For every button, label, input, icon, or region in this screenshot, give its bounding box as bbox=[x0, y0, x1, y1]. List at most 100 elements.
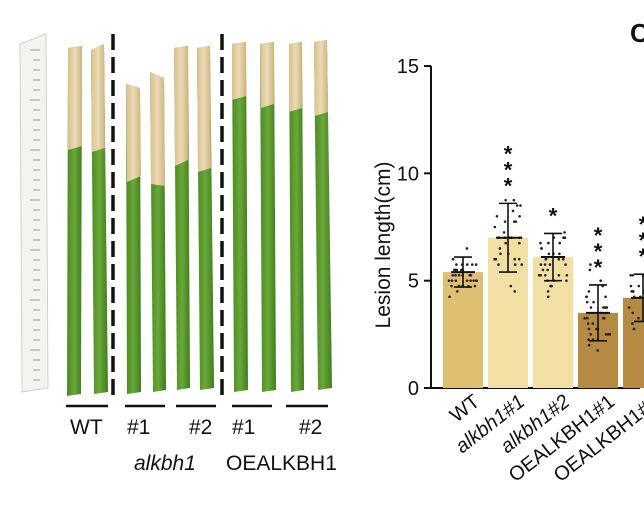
data-dot bbox=[502, 231, 506, 234]
label-wt: WT bbox=[70, 416, 103, 439]
data-dot bbox=[451, 274, 454, 277]
significance-star: * bbox=[639, 212, 644, 237]
data-dot bbox=[596, 349, 599, 352]
data-dot bbox=[557, 274, 561, 277]
data-dot bbox=[499, 252, 502, 256]
significance-star: * bbox=[594, 223, 603, 248]
data-dot bbox=[497, 263, 500, 266]
data-dot bbox=[495, 214, 499, 218]
data-dot bbox=[543, 263, 547, 266]
panel-letter: C bbox=[630, 18, 644, 48]
data-dot bbox=[565, 274, 569, 277]
leaf-alkbh1-1b bbox=[150, 72, 166, 392]
data-dot bbox=[520, 263, 524, 266]
data-dot bbox=[562, 236, 565, 240]
leaf-wt-1 bbox=[67, 46, 82, 396]
data-dot bbox=[451, 257, 455, 261]
data-dot bbox=[587, 327, 591, 331]
data-dot bbox=[447, 279, 451, 282]
data-dot bbox=[637, 284, 641, 288]
data-dot bbox=[517, 257, 521, 261]
data-dot bbox=[513, 290, 517, 293]
data-dot bbox=[605, 306, 609, 309]
data-dot bbox=[450, 279, 454, 282]
data-dot bbox=[547, 252, 551, 256]
data-dot bbox=[541, 268, 545, 272]
data-dot bbox=[557, 257, 561, 261]
data-dot bbox=[513, 257, 517, 261]
leaf-photo bbox=[67, 40, 332, 396]
data-dot bbox=[493, 257, 497, 261]
leaf-alkbh1-2b bbox=[197, 46, 214, 390]
data-dot bbox=[455, 290, 459, 293]
leaf-oe-2a bbox=[289, 42, 304, 392]
significance-star: * bbox=[549, 203, 558, 228]
data-dot bbox=[470, 263, 474, 266]
significance-star: * bbox=[504, 141, 513, 166]
data-dot bbox=[454, 274, 457, 277]
data-dot bbox=[565, 279, 568, 282]
data-dot bbox=[519, 236, 523, 240]
data-dot bbox=[460, 268, 463, 272]
significance-star: * bbox=[639, 244, 644, 269]
data-dot bbox=[595, 327, 598, 331]
data-dot bbox=[631, 322, 634, 325]
label-mutant-group: alkbh1 bbox=[134, 452, 196, 475]
significance-star: * bbox=[594, 255, 603, 280]
label-oe-2: #2 bbox=[299, 416, 322, 439]
data-dot bbox=[563, 231, 566, 234]
data-dot bbox=[587, 290, 591, 293]
data-dot bbox=[547, 241, 550, 245]
data-dot bbox=[455, 263, 458, 266]
data-dot bbox=[604, 295, 607, 299]
bar bbox=[443, 272, 483, 388]
data-dot bbox=[493, 225, 497, 229]
data-dot bbox=[454, 279, 458, 282]
data-dot bbox=[585, 295, 588, 299]
leaf-oe-1a bbox=[232, 42, 248, 392]
data-dot bbox=[587, 343, 591, 347]
data-dot bbox=[512, 220, 516, 223]
data-dot bbox=[539, 274, 543, 277]
data-dot bbox=[561, 257, 565, 261]
significance-star: * bbox=[504, 173, 513, 198]
bar-dots bbox=[537, 231, 569, 299]
y-tick-label: 5 bbox=[408, 271, 419, 293]
data-dot bbox=[627, 306, 631, 309]
data-dot bbox=[558, 241, 562, 245]
data-dot bbox=[540, 247, 543, 250]
data-dot bbox=[588, 268, 592, 272]
data-dot bbox=[604, 333, 608, 336]
data-dot bbox=[539, 241, 542, 245]
data-dot bbox=[564, 263, 567, 266]
data-dot bbox=[469, 279, 472, 282]
leaf-wt-2 bbox=[91, 44, 108, 394]
data-dot bbox=[608, 333, 612, 336]
data-dot bbox=[474, 263, 478, 266]
data-dot bbox=[518, 241, 521, 245]
bar-dots bbox=[447, 247, 479, 299]
data-dot bbox=[515, 204, 519, 207]
data-dot bbox=[544, 257, 548, 261]
data-dot bbox=[543, 274, 547, 277]
data-dot bbox=[465, 247, 469, 250]
data-dot bbox=[589, 306, 593, 309]
bar-dots bbox=[583, 263, 612, 352]
data-dot bbox=[539, 263, 543, 266]
data-dot bbox=[629, 284, 633, 288]
data-dot bbox=[550, 284, 553, 288]
data-dot bbox=[450, 284, 453, 288]
y-axis-title: Lesion length(cm) bbox=[372, 162, 395, 329]
data-dot bbox=[546, 268, 549, 272]
data-dot bbox=[511, 209, 515, 213]
label-alkbh1-1: #1 bbox=[127, 416, 150, 439]
y-tick-label: 15 bbox=[397, 56, 419, 78]
data-dot bbox=[448, 295, 451, 299]
ruler bbox=[19, 33, 49, 393]
data-dot bbox=[465, 279, 469, 282]
data-dot bbox=[591, 322, 595, 325]
data-dot bbox=[589, 333, 592, 336]
significance-star: * bbox=[594, 239, 603, 264]
data-dot bbox=[509, 284, 513, 288]
